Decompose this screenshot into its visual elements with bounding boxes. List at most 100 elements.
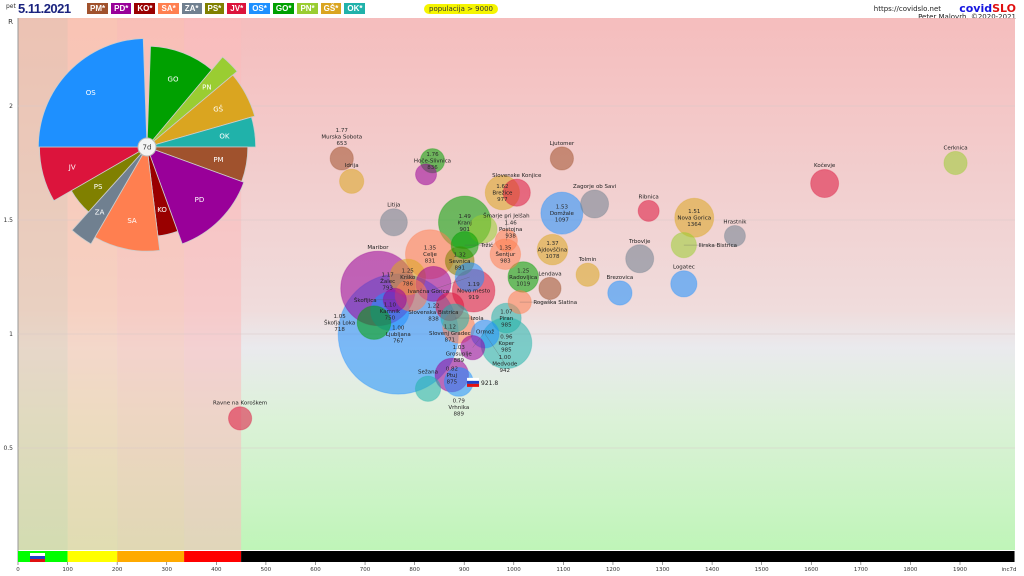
pie-sector-label: JV (68, 164, 76, 172)
bubble-cerknica[interactable] (943, 150, 968, 176)
bubble-name-label: Ilirska Bistrica (698, 243, 737, 249)
pie-center[interactable] (137, 137, 157, 157)
bubble-name-label: Slovenske Konjice (492, 173, 542, 179)
bubble-nova-gorica[interactable] (674, 197, 715, 238)
bubble-postojna[interactable] (468, 214, 498, 244)
bubble-inc-label: 718 (334, 327, 345, 333)
bubble-inc-label: 938 (505, 234, 516, 240)
bubble-r-label: 1.49 (459, 214, 472, 220)
x-tick-label: 1300 (656, 567, 670, 573)
y-axis-label: R (8, 18, 13, 26)
bubble-name-label: Domžale (550, 210, 575, 217)
bubble-name-label: Ljubljana (386, 332, 411, 338)
bubble-ajdovščina[interactable] (536, 233, 569, 266)
site-url-link[interactable]: https://covidslo.net (873, 5, 941, 13)
bubble-name-label: Šmarje pri Jelšah (483, 212, 530, 219)
bubble-label-ivančna-gorica: Ivančna Gorica (408, 288, 449, 295)
x-tick-label: 1700 (854, 567, 868, 573)
bubble-label-zagorje-ob-savi: Zagorje ob Savi (573, 184, 617, 190)
legend-jv[interactable]: JV* (227, 3, 247, 14)
bubble-zagorje-ob-savi[interactable] (580, 189, 610, 219)
bubble-label-hrastnik: Hrastnik (723, 219, 747, 225)
legend-ok[interactable]: OK* (344, 3, 366, 14)
bubble-kočevje[interactable] (810, 169, 840, 199)
bubble-škofja-loka[interactable] (356, 305, 392, 340)
bubble-brezovica[interactable] (607, 280, 633, 306)
bubble-label-škofljica: Škofljica (354, 297, 377, 304)
bubble-r-label: 1.35 (424, 246, 437, 252)
pie-sector-pd[interactable] (146, 146, 245, 245)
x-tick-label: 900 (459, 567, 470, 573)
bubble-r-label: 0.82 (446, 367, 458, 373)
bubble-name-label: Litija (387, 203, 400, 209)
bubble-label-trbovlje: Trbovlje (628, 239, 651, 245)
bubble-name-label: Ajdovščina (538, 247, 568, 254)
bubble-inc-label: 838 (428, 316, 439, 322)
bubble-r-label: 0.96 (500, 335, 513, 341)
bubble-municipality[interactable] (415, 163, 438, 186)
bubble-r-label: 1.00 (392, 326, 405, 332)
pie-sector-os[interactable] (37, 38, 148, 148)
bubble-domžale[interactable] (540, 191, 584, 235)
bubble-tolmin[interactable] (575, 262, 600, 287)
bubble-idrija[interactable] (339, 168, 365, 194)
bubble-name-label: Tolmin (578, 257, 597, 263)
bubble-inc-label: 793 (382, 285, 393, 291)
bubble-trbovlje[interactable] (625, 244, 655, 274)
bubble-r-label: 1.37 (546, 241, 559, 247)
pie-sector-pn[interactable] (146, 56, 238, 148)
bubble-label-idrija: Idrija (345, 163, 359, 169)
bubble-r-label: 1.51 (688, 209, 700, 215)
legend-ko[interactable]: KO* (134, 3, 156, 14)
bubble-ljutomer[interactable] (549, 146, 574, 171)
legend-sa[interactable]: SA* (158, 3, 179, 14)
legend-pm[interactable]: PM* (87, 3, 109, 14)
population-filter-button[interactable]: populacija > 9000 (424, 4, 498, 14)
bubble-name-label: Slovenj Gradec (429, 331, 471, 337)
bubble-name-label: Rogaška Slatina (533, 299, 577, 306)
bubble-litija[interactable] (379, 208, 408, 237)
legend-ps[interactable]: PS* (204, 3, 225, 14)
bubble-name-label: Brezovica (607, 275, 634, 281)
pie-sector-label: GO (168, 76, 179, 84)
legend-go[interactable]: GO* (272, 3, 295, 14)
bubble-lendava[interactable] (538, 276, 562, 300)
national-marker-flag-icon (467, 377, 480, 387)
bubble-hrastnik[interactable] (723, 224, 746, 247)
legend-os[interactable]: OS* (249, 3, 270, 14)
bubble-r-label: 1.25 (402, 269, 415, 275)
legend-pd[interactable]: PD* (111, 3, 132, 14)
bubble-inc-label: 985 (501, 323, 512, 329)
pie-sector-label: PN (202, 84, 211, 92)
bubble-logatec[interactable] (670, 270, 698, 298)
bubble-name-label: Krško (400, 274, 416, 281)
bubble-inc-label: 1364 (687, 222, 701, 228)
bubble-name-label: Brežice (492, 190, 513, 197)
bubble-name-label: Hrastnik (723, 219, 747, 225)
bubble-slovenske-konjice[interactable] (502, 178, 531, 207)
bubble-inc-label: 889 (454, 358, 465, 364)
bubble-sežana[interactable] (414, 375, 442, 402)
pie-sector-ok[interactable] (146, 116, 257, 148)
bubble-name-label: Nova Gorica (677, 216, 711, 222)
pie-sector-gš[interactable] (146, 74, 256, 148)
bubble-ribnica[interactable] (637, 199, 660, 222)
x-tick-label: 500 (261, 567, 272, 573)
bubble-r-label: 1.05 (333, 314, 346, 320)
bubble-ravne-na-koroškem[interactable] (228, 406, 253, 431)
legend-za[interactable]: ZA* (181, 3, 202, 14)
flag-stripe (467, 383, 480, 387)
bubble-murska-sobota[interactable] (329, 146, 354, 171)
legend-pn[interactable]: PN* (297, 3, 318, 14)
pie-center-label: 7d (143, 144, 152, 152)
pie-sector-za[interactable] (71, 146, 148, 245)
bubble-name-label: Izola (471, 316, 484, 322)
flag-stripe (30, 553, 45, 556)
legend-gš[interactable]: GŠ* (320, 3, 342, 14)
